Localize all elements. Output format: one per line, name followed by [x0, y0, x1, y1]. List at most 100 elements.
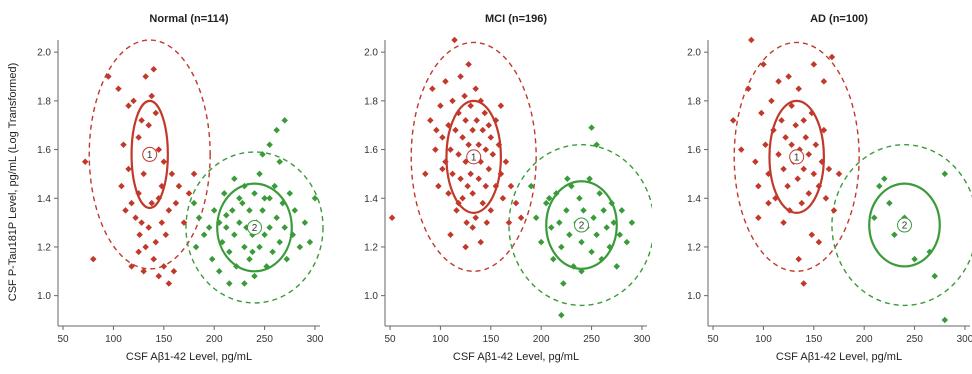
cluster-2-outer-ellipse	[508, 144, 652, 307]
red-data-point	[748, 36, 755, 44]
cluster-2-inner-ellipse	[216, 182, 293, 273]
x-tick-label: 150	[805, 334, 822, 345]
red-data-point	[433, 126, 440, 134]
red-data-point	[135, 248, 142, 256]
red-data-point	[815, 238, 823, 246]
y-axis-label: CSF P-Tau181P Level, pg/mL (Log Transfor…	[7, 63, 19, 301]
red-data-point	[473, 117, 480, 124]
red-data-point	[457, 73, 464, 80]
green-data-point	[281, 224, 288, 231]
red-data-point	[452, 126, 459, 134]
green-data-point	[281, 117, 288, 124]
x-axis-label: CSF Aβ1-42 Level, pg/mL	[126, 351, 252, 363]
cluster-2-inner-ellipse	[545, 180, 618, 270]
y-tick-label: 1.8	[37, 96, 51, 107]
cluster-1-inner-ellipse	[445, 99, 502, 214]
red-data-point	[128, 199, 135, 207]
green-data-point	[251, 190, 258, 197]
red-data-point	[808, 231, 816, 239]
red-data-point	[463, 219, 470, 226]
red-data-point	[810, 170, 818, 178]
y-tick-label: 2.0	[37, 48, 51, 59]
cluster-2-label: 2	[579, 221, 585, 232]
red-data-point	[794, 175, 801, 183]
chart-title: MCI (n=196)	[485, 13, 547, 25]
x-tick-label: 300	[634, 334, 651, 345]
red-data-point	[422, 170, 429, 178]
y-tick-label: 2.0	[687, 48, 701, 59]
green-data-point	[223, 224, 230, 231]
green-data-point	[210, 207, 218, 214]
red-data-point	[765, 199, 772, 207]
green-data-point	[256, 243, 263, 251]
red-data-point	[138, 117, 145, 124]
red-data-point	[135, 134, 142, 141]
x-tick-label: 200	[856, 334, 873, 345]
green-data-point	[241, 243, 248, 251]
red-data-point	[752, 158, 759, 165]
x-tick-label: 150	[155, 334, 172, 345]
green-data-point	[236, 219, 243, 226]
red-data-point	[165, 207, 173, 214]
green-data-point	[941, 170, 949, 178]
green-data-point	[256, 170, 263, 178]
red-data-point	[780, 165, 787, 173]
red-data-point	[830, 207, 838, 214]
green-data-point	[623, 238, 631, 246]
red-data-point	[812, 141, 820, 148]
green-data-point	[261, 195, 268, 202]
green-data-point	[266, 141, 273, 148]
green-data-point	[261, 231, 268, 239]
cluster-1-inner-ellipse	[130, 99, 169, 210]
green-data-point	[195, 214, 203, 221]
green-data-point	[527, 182, 535, 190]
red-data-point	[158, 219, 166, 226]
green-data-point	[246, 255, 253, 263]
red-data-point	[165, 280, 173, 287]
red-data-point	[785, 73, 792, 80]
y-tick-label: 1.2	[364, 242, 378, 253]
green-data-point	[276, 158, 283, 165]
green-data-point	[593, 141, 600, 148]
red-data-point	[755, 182, 762, 190]
red-data-point	[745, 85, 752, 92]
green-data-point	[876, 182, 883, 190]
red-data-point	[788, 141, 795, 148]
green-data-point	[291, 207, 299, 214]
x-tick-label: 200	[206, 334, 223, 345]
red-data-point	[768, 97, 775, 105]
y-tick-label: 1.8	[687, 96, 701, 107]
y-tick-label: 1.8	[364, 96, 378, 107]
red-data-point	[81, 158, 89, 165]
green-data-point	[610, 219, 617, 226]
green-data-point	[231, 175, 238, 183]
green-data-point	[871, 214, 878, 221]
green-data-point	[266, 195, 273, 202]
red-data-point	[118, 182, 125, 190]
green-data-point	[301, 219, 309, 226]
red-data-point	[485, 121, 493, 129]
green-data-point	[266, 224, 273, 231]
red-data-point	[427, 117, 434, 124]
red-data-point	[800, 280, 807, 287]
red-data-point	[152, 109, 159, 117]
red-data-point	[489, 151, 497, 158]
green-data-point	[586, 175, 593, 183]
red-data-point	[168, 170, 176, 178]
green-data-point	[273, 214, 280, 221]
x-axis-label: CSF Aβ1-42 Level, pg/mL	[776, 351, 902, 363]
green-data-point	[590, 214, 597, 221]
green-data-point	[251, 272, 258, 280]
green-data-point	[941, 316, 949, 324]
red-data-point	[505, 219, 513, 226]
plot-area: 12	[729, 36, 972, 324]
red-data-point	[175, 182, 183, 190]
green-data-point	[618, 207, 626, 214]
y-tick-label: 1.2	[37, 242, 51, 253]
red-data-point	[442, 78, 449, 85]
red-data-point	[512, 199, 520, 207]
y-tick-label: 1.6	[687, 145, 701, 156]
y-tick-label: 1.4	[687, 194, 701, 205]
chart-title: Normal (n=114)	[149, 13, 229, 25]
red-data-point	[122, 207, 129, 214]
